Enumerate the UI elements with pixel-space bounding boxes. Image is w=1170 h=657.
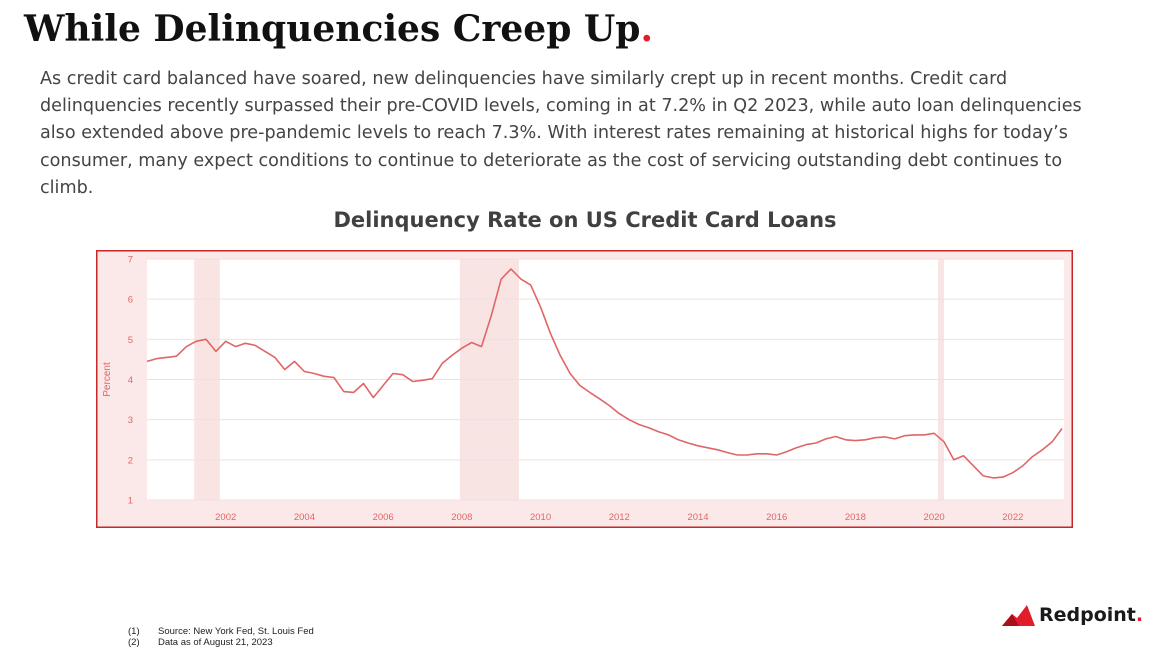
logo-dot: . [1135, 604, 1144, 626]
y-tick-label: 5 [128, 335, 133, 346]
grid-lines [147, 258, 1064, 501]
x-tick-label: 2012 [609, 512, 630, 523]
x-axis-ticks: 2002 2004 2006 2008 2010 2012 2014 2016 2018 2020… [215, 512, 1023, 523]
x-tick-label: 2022 [1002, 512, 1023, 523]
y-tick-label: 4 [128, 375, 133, 386]
y-axis-label: Percent [102, 362, 113, 397]
footnote-number: (1) [128, 626, 140, 637]
y-axis-ticks: 1 2 3 4 5 6 7 [128, 255, 133, 507]
delinquency-chart: 1 2 3 4 5 6 7 2002 2004 2006 2008 2010 2012 2014 2016… [96, 250, 1073, 528]
chart-title: Delinquency Rate on US Credit Card Loans [333, 208, 837, 232]
x-tick-label: 2008 [451, 512, 472, 523]
x-tick-label: 2006 [373, 512, 394, 523]
x-tick-label: 2010 [530, 512, 551, 523]
footnote-text: Source: New York Fed, St. Louis Fed [158, 626, 314, 637]
redpoint-logo: Redpoint. [1002, 604, 1143, 626]
x-tick-label: 2004 [294, 512, 315, 523]
y-tick-label: 1 [128, 496, 133, 507]
y-tick-label: 2 [128, 455, 133, 466]
footnote-text: Data as of August 21, 2023 [158, 637, 273, 648]
series-line-group [146, 268, 1063, 479]
logo-name: Redpoint [1039, 604, 1136, 626]
y-tick-label: 6 [128, 295, 133, 306]
series-line [146, 268, 1063, 479]
redpoint-mountain-icon [1002, 605, 1035, 626]
y-tick-label: 7 [128, 255, 133, 266]
title-accent-dot: . [640, 8, 654, 50]
footnote-1: (1) Source: New York Fed, St. Louis Fed [128, 626, 314, 637]
footnotes: (1) Source: New York Fed, St. Louis Fed … [128, 626, 314, 648]
y-tick-label: 3 [128, 415, 133, 426]
logo-text: Redpoint. [1039, 604, 1143, 626]
footnote-2: (2) Data as of August 21, 2023 [128, 637, 314, 648]
x-tick-label: 2018 [845, 512, 866, 523]
footnote-number: (2) [128, 637, 140, 648]
x-tick-label: 2002 [215, 512, 236, 523]
page-title-text: While Delinquencies Creep Up [24, 8, 641, 50]
x-tick-label: 2016 [766, 512, 787, 523]
page-title: While Delinquencies Creep Up. [24, 8, 653, 50]
body-paragraph: As credit card balanced have soared, new… [40, 69, 1082, 198]
x-tick-label: 2014 [687, 512, 708, 523]
x-tick-label: 2020 [924, 512, 945, 523]
